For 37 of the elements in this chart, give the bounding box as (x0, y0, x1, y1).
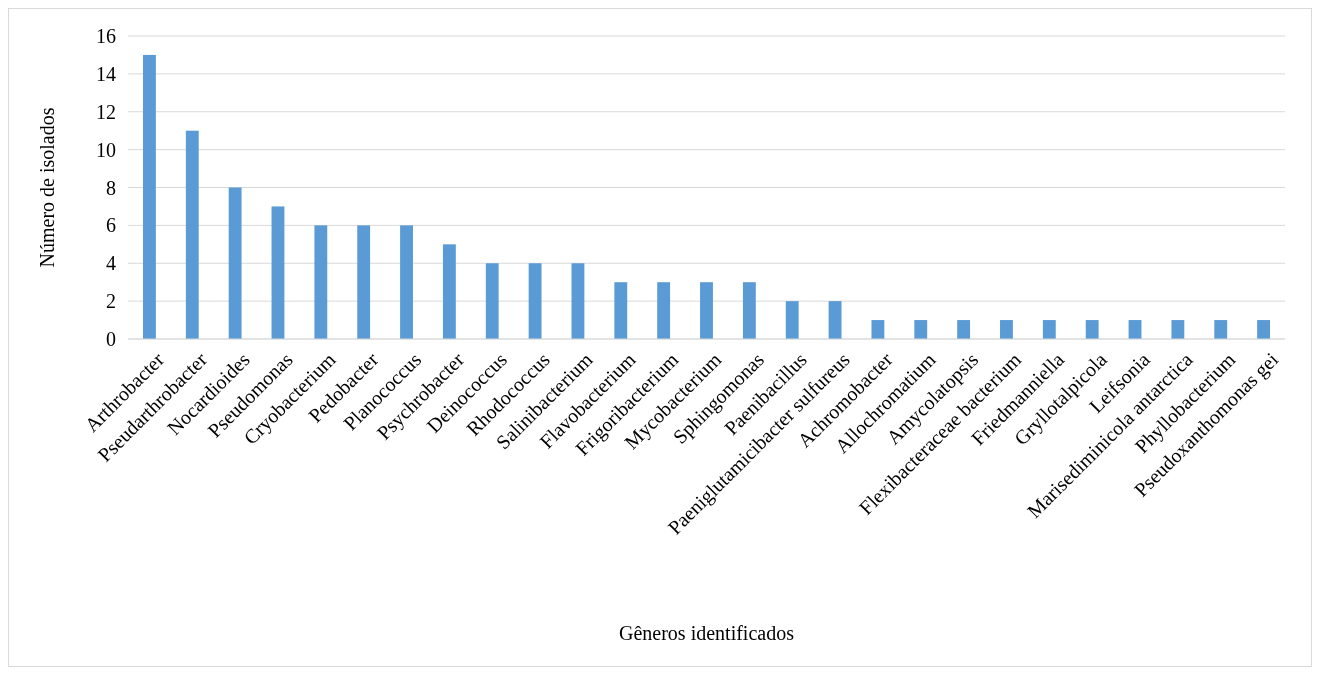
bar (657, 282, 671, 339)
bar (1171, 320, 1185, 339)
bar (185, 130, 199, 339)
y-tick-label: 6 (106, 214, 116, 237)
bar (1000, 320, 1013, 339)
x-axis-title: Gêneros identificados (619, 622, 795, 644)
bar (485, 263, 499, 339)
y-axis-title: Número de isolados (36, 107, 58, 268)
bar (357, 225, 371, 339)
bar (700, 282, 713, 339)
bar (528, 263, 542, 339)
bar (871, 320, 885, 339)
bar (314, 225, 328, 339)
bar (1042, 320, 1056, 339)
bar (828, 301, 842, 339)
y-tick-label: 8 (106, 176, 116, 199)
bar (914, 320, 928, 339)
bar (228, 187, 242, 339)
y-tick-label: 16 (96, 25, 116, 47)
y-tick-label: 14 (96, 62, 116, 85)
y-tick-label: 10 (96, 138, 116, 161)
bar (742, 282, 756, 339)
bar (571, 263, 585, 339)
bar (400, 225, 413, 339)
bar (271, 206, 285, 339)
bar (1257, 320, 1271, 339)
bar (957, 320, 971, 339)
y-tick-label: 2 (106, 290, 116, 313)
bar (143, 54, 156, 339)
bar (1085, 320, 1099, 339)
bar (442, 244, 456, 339)
y-tick-label: 12 (96, 100, 116, 123)
y-tick-label: 0 (106, 328, 116, 350)
bar (785, 301, 799, 339)
y-tick-label: 4 (106, 252, 116, 275)
bar (1214, 320, 1228, 339)
bar (614, 282, 628, 339)
